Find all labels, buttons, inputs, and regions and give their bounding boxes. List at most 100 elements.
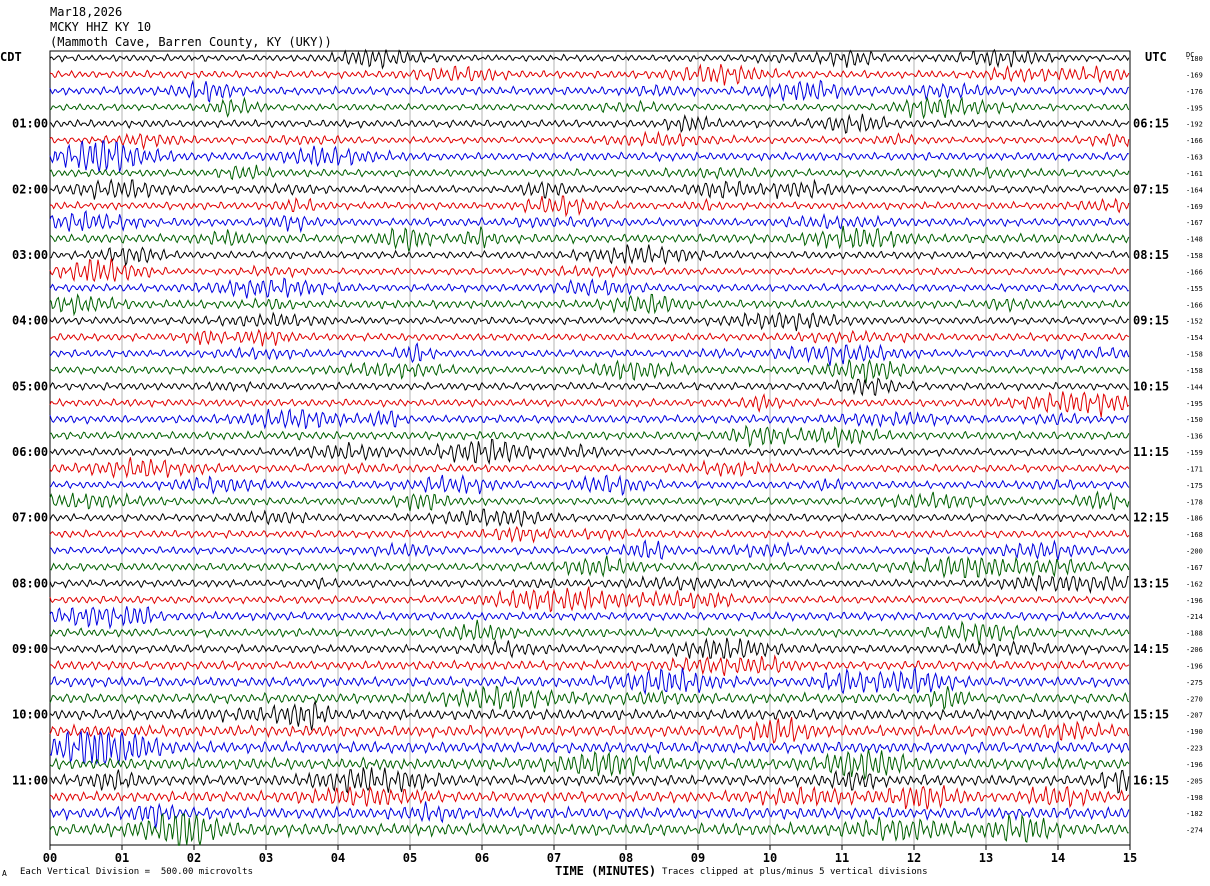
right-hour-label: 15:15 <box>1133 708 1169 722</box>
trace-line <box>49 342 1130 366</box>
dc-offset-label: -196 <box>1186 597 1203 605</box>
right-hour-label: 11:15 <box>1133 445 1169 459</box>
left-hour-label: 08:00 <box>12 576 48 590</box>
dc-offset-label: -182 <box>1186 810 1203 818</box>
trace-line <box>49 508 1130 528</box>
x-tick-label: 01 <box>115 851 129 865</box>
plot-frame <box>49 50 1131 846</box>
trace-line <box>49 457 1130 479</box>
dc-offset-label: -150 <box>1186 416 1203 424</box>
trace-line <box>49 140 1129 173</box>
x-tick-label: 08 <box>619 851 633 865</box>
trace-line <box>49 716 1130 744</box>
trace-line <box>49 79 1130 103</box>
left-hour-label: 11:00 <box>12 773 48 787</box>
left-hour-label: 02:00 <box>12 182 48 196</box>
trace-line <box>49 586 1129 613</box>
x-tick-label: 11 <box>835 851 849 865</box>
trace-line <box>49 63 1130 86</box>
trace-line <box>49 767 1130 794</box>
dc-offset-label: -144 <box>1186 383 1203 391</box>
dc-offset-label: -169 <box>1186 71 1203 79</box>
trace-line <box>49 96 1130 120</box>
right-hour-label: 07:15 <box>1133 182 1169 196</box>
left-hour-label: 03:00 <box>12 248 48 262</box>
trace-line <box>49 164 1130 181</box>
right-hour-label: 09:15 <box>1133 314 1169 328</box>
trace-line <box>49 490 1130 512</box>
dc-offset-label: -171 <box>1186 465 1203 473</box>
dc-offset-label: -206 <box>1186 646 1203 654</box>
left-timezone-label: CDT <box>0 50 22 64</box>
trace-line <box>49 637 1130 659</box>
trace-line <box>49 685 1130 711</box>
scale-note: Each Vertical Division = 500.00 microvol… <box>20 867 253 877</box>
trace-line <box>49 358 1129 384</box>
x-tick-label: 02 <box>187 851 201 865</box>
x-tick-label: 07 <box>547 851 561 865</box>
dc-offset-label: -186 <box>1186 515 1203 523</box>
trace-line <box>49 391 1130 418</box>
dc-offset-label: -158 <box>1186 351 1203 359</box>
trace-line <box>49 785 1130 810</box>
dc-offset-label: -205 <box>1186 777 1203 785</box>
trace-line <box>49 730 1130 765</box>
trace-line <box>49 666 1130 696</box>
dc-offset-label: -159 <box>1186 449 1203 457</box>
dc-offset-label: -214 <box>1186 613 1203 621</box>
station-code: MCKY HHZ KY 10 <box>50 20 152 34</box>
right-hour-label: 06:15 <box>1133 117 1169 131</box>
x-tick-label: 09 <box>691 851 705 865</box>
dc-offset-label: -164 <box>1186 186 1203 194</box>
x-tick-label: 15 <box>1123 851 1137 865</box>
dc-offset-label: -152 <box>1186 318 1203 326</box>
dc-offset-label: -163 <box>1186 154 1203 162</box>
right-hour-label: 13:15 <box>1133 576 1169 590</box>
dc-offset-label: -155 <box>1186 285 1203 293</box>
dc-offset-label: -188 <box>1186 630 1203 638</box>
right-hour-label: 14:15 <box>1133 642 1169 656</box>
dc-offset-label: -195 <box>1186 400 1203 408</box>
dc-offset-label: -175 <box>1186 482 1203 490</box>
left-hour-label: 10:00 <box>12 708 48 722</box>
trace-line <box>49 555 1130 579</box>
dc-offset-label: -136 <box>1186 433 1203 441</box>
x-tick-label: 06 <box>475 851 489 865</box>
trace-line <box>49 130 1130 151</box>
dc-offset-label: -207 <box>1186 712 1203 720</box>
right-hour-label: 12:15 <box>1133 511 1169 525</box>
dc-offset-label: -270 <box>1186 695 1203 703</box>
dc-offset-label: -196 <box>1186 761 1203 769</box>
x-tick-label: 12 <box>907 851 921 865</box>
trace-line <box>49 178 1129 200</box>
trace-line <box>49 225 1130 252</box>
trace-line <box>49 654 1130 676</box>
trace-line <box>49 473 1130 496</box>
x-axis-title: TIME (MINUTES) <box>555 864 657 878</box>
dc-offset-label: -166 <box>1186 301 1203 309</box>
left-hour-label: 01:00 <box>12 117 48 131</box>
dc-offset-label: -167 <box>1186 564 1203 572</box>
right-hour-label: 16:15 <box>1133 773 1169 787</box>
dc-offset-label: -161 <box>1186 170 1203 178</box>
trace-line <box>49 210 1130 234</box>
trace-line <box>49 619 1130 646</box>
x-tick-label: 10 <box>763 851 777 865</box>
station-location: (Mammoth Cave, Barren County, KY (UKY)) <box>50 35 332 49</box>
dc-offset-label: -168 <box>1186 531 1203 539</box>
trace-line <box>49 244 1130 267</box>
right-timezone-label: UTC <box>1145 50 1167 64</box>
trace-line <box>49 574 1129 595</box>
dc-offset-label: -192 <box>1186 121 1203 129</box>
trace-line <box>49 539 1130 561</box>
dc-offset-label: -154 <box>1186 334 1203 342</box>
trace-line <box>49 701 1130 731</box>
dc-offset-label: -223 <box>1186 745 1203 753</box>
dc-offset-label: -166 <box>1186 137 1203 145</box>
trace-line <box>49 408 1130 430</box>
dc-offset-label: -275 <box>1186 679 1203 687</box>
dc-offset-label: -198 <box>1186 794 1203 802</box>
dc-offset-label: -195 <box>1186 104 1203 112</box>
trace-line <box>49 311 1130 332</box>
